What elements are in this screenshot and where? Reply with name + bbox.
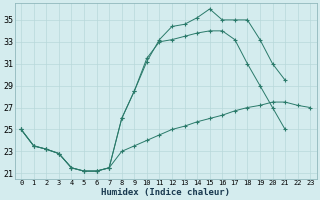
X-axis label: Humidex (Indice chaleur): Humidex (Indice chaleur): [101, 188, 230, 197]
